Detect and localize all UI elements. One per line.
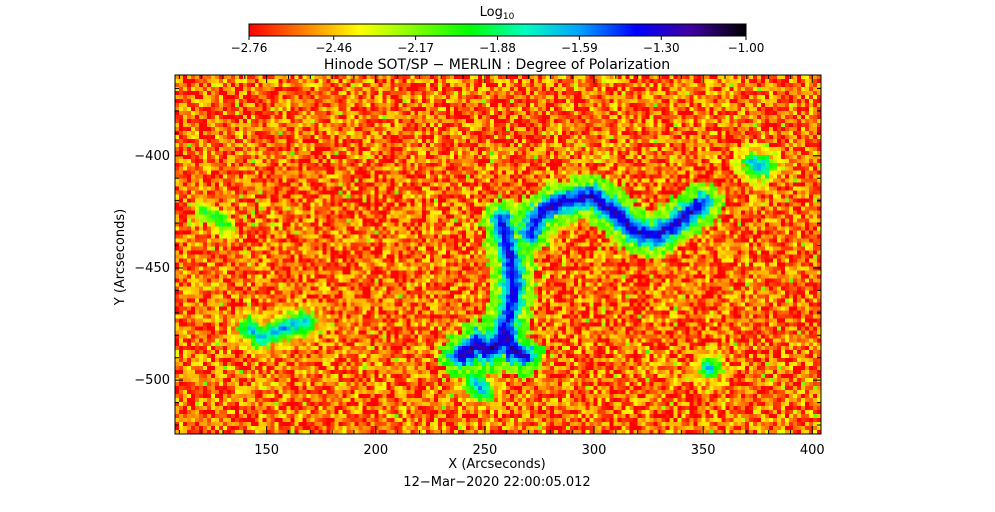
- y-axis-label: Y (Arcseconds): [113, 209, 128, 306]
- colorbar-label: Log10: [480, 5, 515, 22]
- colorbar-tick-label: −1.59: [561, 41, 598, 55]
- colorbar-gradient: [248, 23, 747, 37]
- colorbar-tick-label: −2.17: [397, 41, 434, 55]
- colorbar-label-subscript: 10: [503, 12, 515, 22]
- colorbar-ticks: −2.76 −2.46 −2.17 −1.88 −1.59 −1.30 −1.00: [231, 36, 765, 55]
- x-tick-label: 250: [472, 443, 497, 458]
- x-tick-label: 150: [254, 443, 279, 458]
- colorbar: [248, 23, 747, 37]
- plot-frame: [174, 74, 822, 435]
- y-tick-label: −450: [134, 261, 170, 276]
- colorbar-tick-label: −2.76: [231, 41, 268, 55]
- x-axis-label: X (Arcseconds): [448, 457, 545, 472]
- x-tick-label: 200: [363, 443, 388, 458]
- y-axis: −400 −450 −500: [134, 87, 821, 426]
- timestamp: 12−Mar−2020 22:00:05.012: [403, 475, 590, 490]
- y-tick-label: −500: [134, 373, 170, 388]
- y-tick-label: −400: [134, 149, 170, 164]
- chart-title: Hinode SOT/SP − MERLIN : Degree of Polar…: [324, 57, 670, 73]
- x-axis: 150 200 250 300 350 400: [178, 75, 825, 458]
- colorbar-tick-label: −1.30: [643, 41, 680, 55]
- x-tick-label: 400: [800, 443, 825, 458]
- colorbar-tick-label: −1.00: [728, 41, 765, 55]
- x-tick-label: 350: [691, 443, 716, 458]
- x-tick-label: 300: [582, 443, 607, 458]
- colorbar-tick-label: −2.46: [315, 41, 352, 55]
- colorbar-tick-label: −1.88: [479, 41, 516, 55]
- plot-area: [174, 74, 822, 435]
- polarization-map: [175, 75, 821, 434]
